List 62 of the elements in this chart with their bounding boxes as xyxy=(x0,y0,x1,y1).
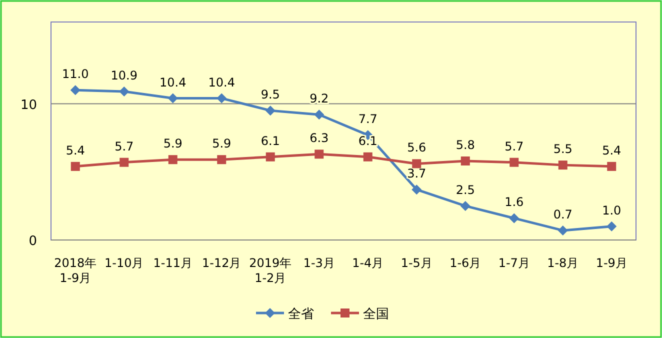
point xyxy=(509,213,520,224)
legend-label: 全国 xyxy=(363,307,389,322)
data-label: 5.9 xyxy=(163,136,182,151)
point xyxy=(70,162,80,171)
point xyxy=(510,158,519,167)
data-label: 5.7 xyxy=(114,139,134,154)
point xyxy=(460,200,470,211)
point xyxy=(607,162,616,171)
data-label: 5.6 xyxy=(407,140,426,155)
point xyxy=(168,155,178,164)
data-label: 5.7 xyxy=(504,139,524,154)
data-label: 7.7 xyxy=(358,112,378,126)
data-label: 6.3 xyxy=(310,131,329,146)
x-tick-label: 1-12月 xyxy=(202,256,242,270)
data-label: 6.1 xyxy=(260,134,280,148)
point xyxy=(558,160,568,170)
data-label: 10.4 xyxy=(160,75,186,90)
data-label: 10.9 xyxy=(110,68,138,82)
y-tick-label: 0 xyxy=(28,234,37,249)
x-tick-label: 1-6月 xyxy=(450,256,482,270)
x-tick-label: 1-7月 xyxy=(498,256,530,270)
data-label: 9.5 xyxy=(260,88,280,102)
data-label: 2.5 xyxy=(456,182,475,197)
point xyxy=(265,106,276,116)
data-label: 5.4 xyxy=(602,143,622,158)
point xyxy=(266,152,275,162)
point xyxy=(412,184,422,195)
data-label: 10.4 xyxy=(208,75,235,90)
point xyxy=(168,93,178,104)
point xyxy=(119,86,130,96)
point xyxy=(460,156,470,166)
legend-label: 全省 xyxy=(288,307,314,322)
x-tick-label: 1-10月 xyxy=(104,256,144,270)
data-label: 0.7 xyxy=(553,207,572,222)
point xyxy=(217,155,226,164)
x-tick-label: 2018年 1-9月 xyxy=(54,256,97,285)
x-tick-label: 2019年 1-2月 xyxy=(249,256,292,285)
data-label: 11.0 xyxy=(62,67,89,82)
point xyxy=(363,152,372,162)
x-tick-label: 1-9月 xyxy=(596,256,628,270)
x-tick-label: 1-5月 xyxy=(400,256,432,270)
point xyxy=(70,85,80,96)
point xyxy=(216,93,227,104)
data-label: 5.9 xyxy=(212,136,232,151)
data-label: 5.8 xyxy=(456,138,475,152)
point xyxy=(558,225,568,236)
data-label: 1.6 xyxy=(504,195,524,210)
point xyxy=(120,158,129,167)
data-label: 5.4 xyxy=(66,143,85,158)
point xyxy=(606,221,617,232)
data-label: 1.0 xyxy=(602,203,622,218)
point xyxy=(314,150,324,159)
point xyxy=(314,110,324,120)
y-tick-label: 10 xyxy=(20,98,37,113)
data-label: 5.5 xyxy=(553,142,572,156)
x-tick-label: 1-3月 xyxy=(303,256,335,270)
data-label: 9.2 xyxy=(310,92,329,106)
x-tick-label: 1-11月 xyxy=(153,256,192,270)
data-label: 3.7 xyxy=(407,166,426,181)
x-tick-label: 1-8月 xyxy=(547,256,579,270)
x-tick-label: 1-4月 xyxy=(352,256,384,270)
point xyxy=(412,159,422,168)
